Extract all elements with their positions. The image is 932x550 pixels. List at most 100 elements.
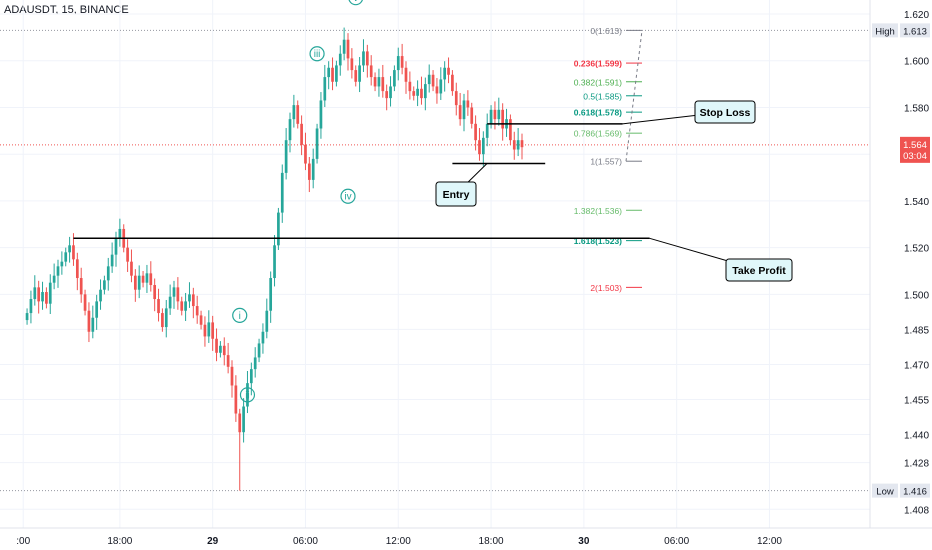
candle-body xyxy=(323,77,327,101)
wave-label: iii xyxy=(309,46,325,62)
candle-body xyxy=(396,56,400,71)
candle xyxy=(431,70,435,92)
candle-body xyxy=(180,301,184,311)
candle-body xyxy=(261,331,265,344)
wave-label: v xyxy=(348,0,363,6)
candle-body xyxy=(215,338,218,353)
candle xyxy=(338,45,342,76)
candle-body xyxy=(37,287,41,302)
y-tick-label: 1.408 xyxy=(904,505,929,516)
candle-body xyxy=(408,81,412,92)
candle xyxy=(141,271,145,288)
candle-body xyxy=(509,119,512,141)
candle-body xyxy=(103,280,106,290)
candle-body xyxy=(188,294,191,302)
candle-body xyxy=(342,39,346,54)
candle-body xyxy=(292,105,296,120)
candle xyxy=(520,133,524,160)
candle-body xyxy=(161,313,164,328)
candle xyxy=(207,310,211,343)
candle-body xyxy=(497,109,501,120)
candle xyxy=(439,67,443,100)
candle xyxy=(215,328,218,362)
candle-body xyxy=(269,278,273,311)
candle xyxy=(149,261,153,292)
fib-level-label: 1.382(1.536) xyxy=(574,206,622,216)
candle-body xyxy=(350,58,354,71)
x-tick-label: 29 xyxy=(207,536,219,547)
current-price-badge-text: 1.564 xyxy=(903,140,927,151)
current-price-badge-text: 03:04 xyxy=(903,151,927,162)
candle xyxy=(319,92,323,139)
candle xyxy=(137,265,141,299)
candle-body xyxy=(369,65,373,78)
candle xyxy=(362,39,365,72)
wave-text: v xyxy=(353,0,358,4)
candle xyxy=(176,277,180,310)
y-tick-label: 1.470 xyxy=(904,360,929,371)
symbol-label: ADAUSDT, 15, BINANCE xyxy=(4,4,129,16)
candle-body xyxy=(60,261,64,267)
candle-body xyxy=(393,70,396,87)
current-price-badge-bg xyxy=(900,136,930,163)
candle-body xyxy=(172,287,176,297)
candle-body xyxy=(412,91,416,96)
candle xyxy=(52,263,56,290)
candle xyxy=(64,247,68,267)
candle xyxy=(269,271,273,323)
candle xyxy=(106,257,110,291)
candle xyxy=(516,128,520,157)
candle xyxy=(474,115,477,151)
wave-circle xyxy=(309,46,325,62)
candle-body xyxy=(265,310,269,332)
candle-body xyxy=(296,105,300,124)
y-tick-label: 1.520 xyxy=(904,244,929,255)
y-tick-label: 1.540 xyxy=(904,197,929,208)
candle xyxy=(342,27,346,61)
candle xyxy=(253,347,257,378)
candle xyxy=(315,123,319,164)
candle-body xyxy=(68,245,71,253)
take-profit-callout-label: Take Profit xyxy=(732,265,786,277)
x-tick-label: 06:00 xyxy=(664,536,689,547)
fib-trend-line xyxy=(625,30,643,162)
candle-body xyxy=(485,123,489,138)
candle-body xyxy=(157,299,160,314)
candle-body xyxy=(207,322,211,337)
candle-body xyxy=(423,84,427,99)
candle-body xyxy=(307,163,311,180)
y-tick-label: 1.500 xyxy=(904,290,929,301)
candle-body xyxy=(365,51,369,66)
candle-body xyxy=(489,109,493,124)
candle xyxy=(335,60,338,87)
candle xyxy=(501,103,505,141)
entry-callout-label: Entry xyxy=(443,189,470,201)
entry-callout: Entry xyxy=(435,163,488,207)
high-value-badge: 1.613 xyxy=(900,23,930,38)
candle-body xyxy=(242,406,245,433)
candle-body xyxy=(195,306,199,316)
high-label-badge-text: High xyxy=(875,26,895,37)
stop-loss-callout-box xyxy=(694,100,756,124)
candle xyxy=(423,77,427,111)
candle xyxy=(191,287,195,319)
candle xyxy=(33,275,37,306)
candle xyxy=(416,80,419,107)
candle xyxy=(246,371,249,414)
candle xyxy=(304,132,307,171)
candle-body xyxy=(168,296,172,309)
candle-body xyxy=(87,310,91,332)
candle-body xyxy=(288,119,292,141)
candle-body xyxy=(79,278,83,295)
candle xyxy=(180,296,184,316)
candle-body xyxy=(311,158,315,180)
candle-body xyxy=(203,324,207,337)
candle xyxy=(257,338,261,363)
candle xyxy=(369,55,373,86)
candle-body xyxy=(385,91,389,99)
candle-body xyxy=(226,355,230,367)
candle xyxy=(161,308,164,332)
y-tick-label: 1.600 xyxy=(904,57,929,68)
candle-body xyxy=(447,67,450,75)
